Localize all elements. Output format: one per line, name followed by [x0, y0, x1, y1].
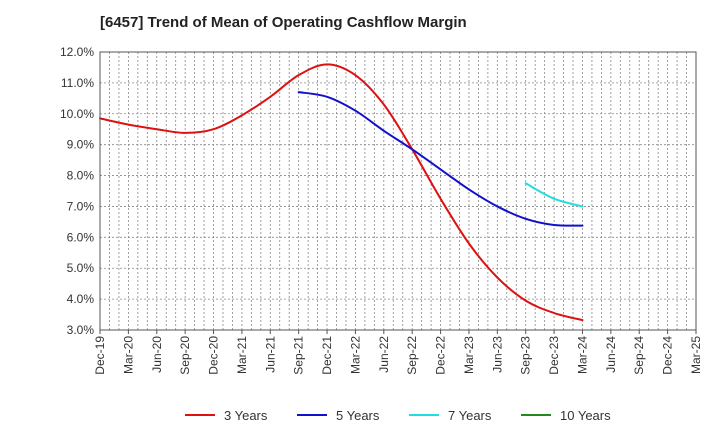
y-tick-label: 11.0%	[61, 76, 94, 90]
y-tick-label: 5.0%	[67, 261, 95, 275]
x-axis: Dec-19 Mar-20 Jun-20 Sep-20 Dec-20 Mar-21 Jun-…	[93, 330, 703, 375]
legend-label-3-years: 3 Years	[224, 408, 268, 423]
x-tick-label: Sep-24	[632, 336, 646, 375]
x-tick-label: Jun-21	[263, 336, 277, 373]
x-tick-label: Dec-20	[207, 336, 221, 375]
x-tick-label: Sep-21	[292, 336, 306, 375]
legend-label-10-years: 10 Years	[560, 408, 611, 423]
y-tick-label: 12.0%	[60, 45, 94, 59]
y-tick-label: 8.0%	[67, 169, 95, 183]
y-tick-label: 3.0%	[67, 323, 95, 337]
x-tick-label: Dec-19	[93, 336, 107, 375]
y-tick-label: 7.0%	[67, 199, 95, 213]
x-tick-label: Mar-24	[575, 336, 589, 374]
legend-label-5-years: 5 Years	[336, 408, 380, 423]
legend: 3 Years 5 Years 7 Years 10 Years	[185, 408, 611, 423]
x-tick-label: Mar-23	[462, 336, 476, 374]
x-tick-label: Sep-22	[405, 336, 419, 375]
x-tick-label: Mar-21	[235, 336, 249, 374]
y-tick-label: 4.0%	[67, 292, 95, 306]
x-tick-label: Jun-24	[604, 336, 618, 373]
x-tick-label: Sep-23	[519, 336, 533, 375]
x-tick-label: Mar-22	[348, 336, 362, 374]
x-tick-label: Jun-20	[150, 336, 164, 373]
x-tick-label: Dec-22	[434, 336, 448, 375]
x-tick-label: Sep-20	[178, 336, 192, 375]
x-tick-label: Dec-23	[547, 336, 561, 375]
series-line-3-years	[99, 63, 584, 322]
chart-title: [6457] Trend of Mean of Operating Cashfl…	[100, 14, 467, 31]
series-layer	[99, 63, 584, 322]
y-axis: 12.0% 11.0% 10.0% 9.0% 8.0% 7.0% 6.0% 5.0% 4.0% 3…	[60, 45, 94, 337]
y-tick-label: 10.0%	[60, 107, 94, 121]
series-line-5-years	[297, 91, 584, 227]
x-tick-label: Dec-24	[661, 336, 675, 375]
x-tick-label: Jun-23	[490, 336, 504, 373]
y-tick-label: 9.0%	[67, 138, 95, 152]
series-line-7-years	[524, 182, 584, 208]
x-tick-label: Mar-20	[121, 336, 135, 374]
x-tick-label: Jun-22	[377, 336, 391, 373]
x-tick-label: Dec-21	[320, 336, 334, 375]
legend-label-7-years: 7 Years	[448, 408, 492, 423]
y-tick-label: 6.0%	[67, 230, 95, 244]
x-tick-label: Mar-25	[689, 336, 703, 374]
plot-background	[100, 52, 696, 330]
plot-border	[99, 51, 697, 331]
